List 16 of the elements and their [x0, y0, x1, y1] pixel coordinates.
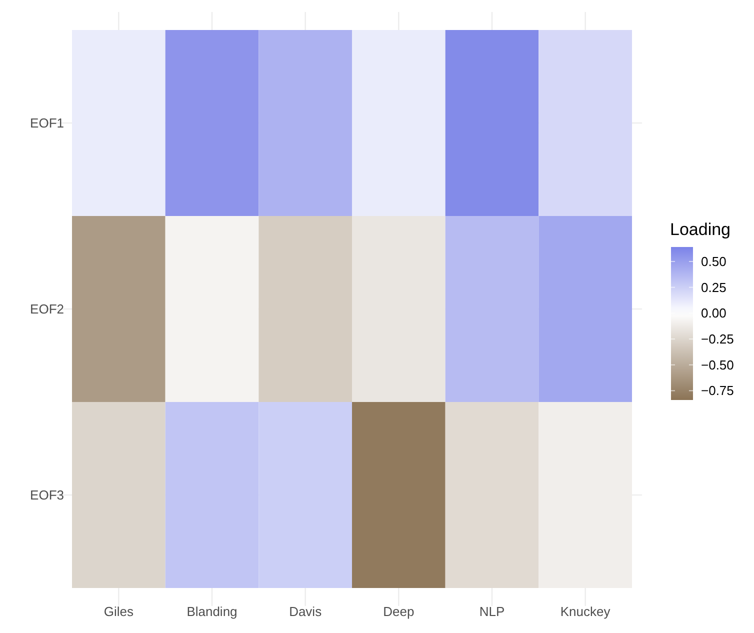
- x-tick-label: Knuckey: [560, 604, 611, 619]
- legend-title: Loading: [670, 220, 731, 239]
- y-tick-label: EOF3: [30, 488, 64, 502]
- color-bar-label: 0.25: [701, 280, 726, 295]
- color-bar-label: −0.50: [701, 357, 734, 372]
- color-bar-label: −0.25: [701, 332, 734, 347]
- color-bar-label: 0.50: [701, 254, 726, 269]
- color-bar-label: −0.75: [701, 383, 734, 398]
- color-bar-label: 0.00: [701, 306, 726, 321]
- x-tick-label: NLP: [479, 604, 505, 619]
- y-tick-label: EOF1: [30, 116, 64, 130]
- x-tick-label: Giles: [104, 604, 134, 619]
- x-tick-label: Davis: [289, 604, 322, 619]
- x-tick-label: Blanding: [186, 604, 238, 619]
- y-tick-label: EOF2: [30, 302, 64, 316]
- x-tick-label: Deep: [383, 604, 414, 619]
